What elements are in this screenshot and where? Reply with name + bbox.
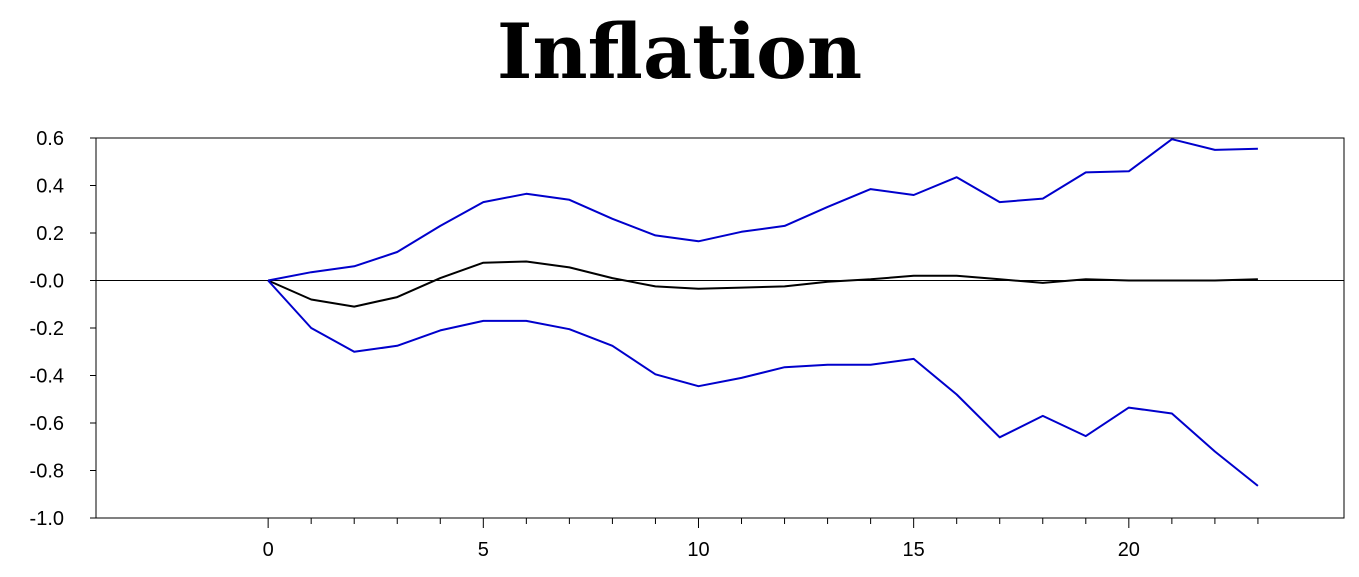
x-tick-label: 10 <box>687 539 709 561</box>
series-line-3 <box>267 279 1259 487</box>
plot-frame <box>95 137 1345 519</box>
series-line-2 <box>267 138 1258 282</box>
y-tick-label: -0.0 <box>30 271 64 293</box>
y-tick-label: -0.6 <box>30 413 64 435</box>
y-tick-label: -1.0 <box>30 508 64 530</box>
chart-title: Inflation <box>496 7 863 96</box>
x-tick-label: 0 <box>263 539 274 561</box>
y-tick-label: 0.2 <box>36 223 64 245</box>
y-tick-label: 0.6 <box>36 128 64 150</box>
x-tick-label: 20 <box>1118 539 1140 561</box>
x-tick-label: 15 <box>903 539 925 561</box>
series-layer <box>267 138 1259 487</box>
y-tick-label: 0.4 <box>36 176 64 198</box>
y-tick-label: -0.4 <box>30 366 64 388</box>
series-line-1 <box>267 260 1258 308</box>
x-tick-label: 5 <box>478 539 489 561</box>
axes: 0.6 0.4 0.2 -0.0 -0.2 -0.4 -0.6 -0.8 -1.0 0 5 10 15 2… <box>30 128 1345 561</box>
y-tick-label: -0.2 <box>30 318 64 340</box>
y-tick-label: -0.8 <box>30 461 64 483</box>
